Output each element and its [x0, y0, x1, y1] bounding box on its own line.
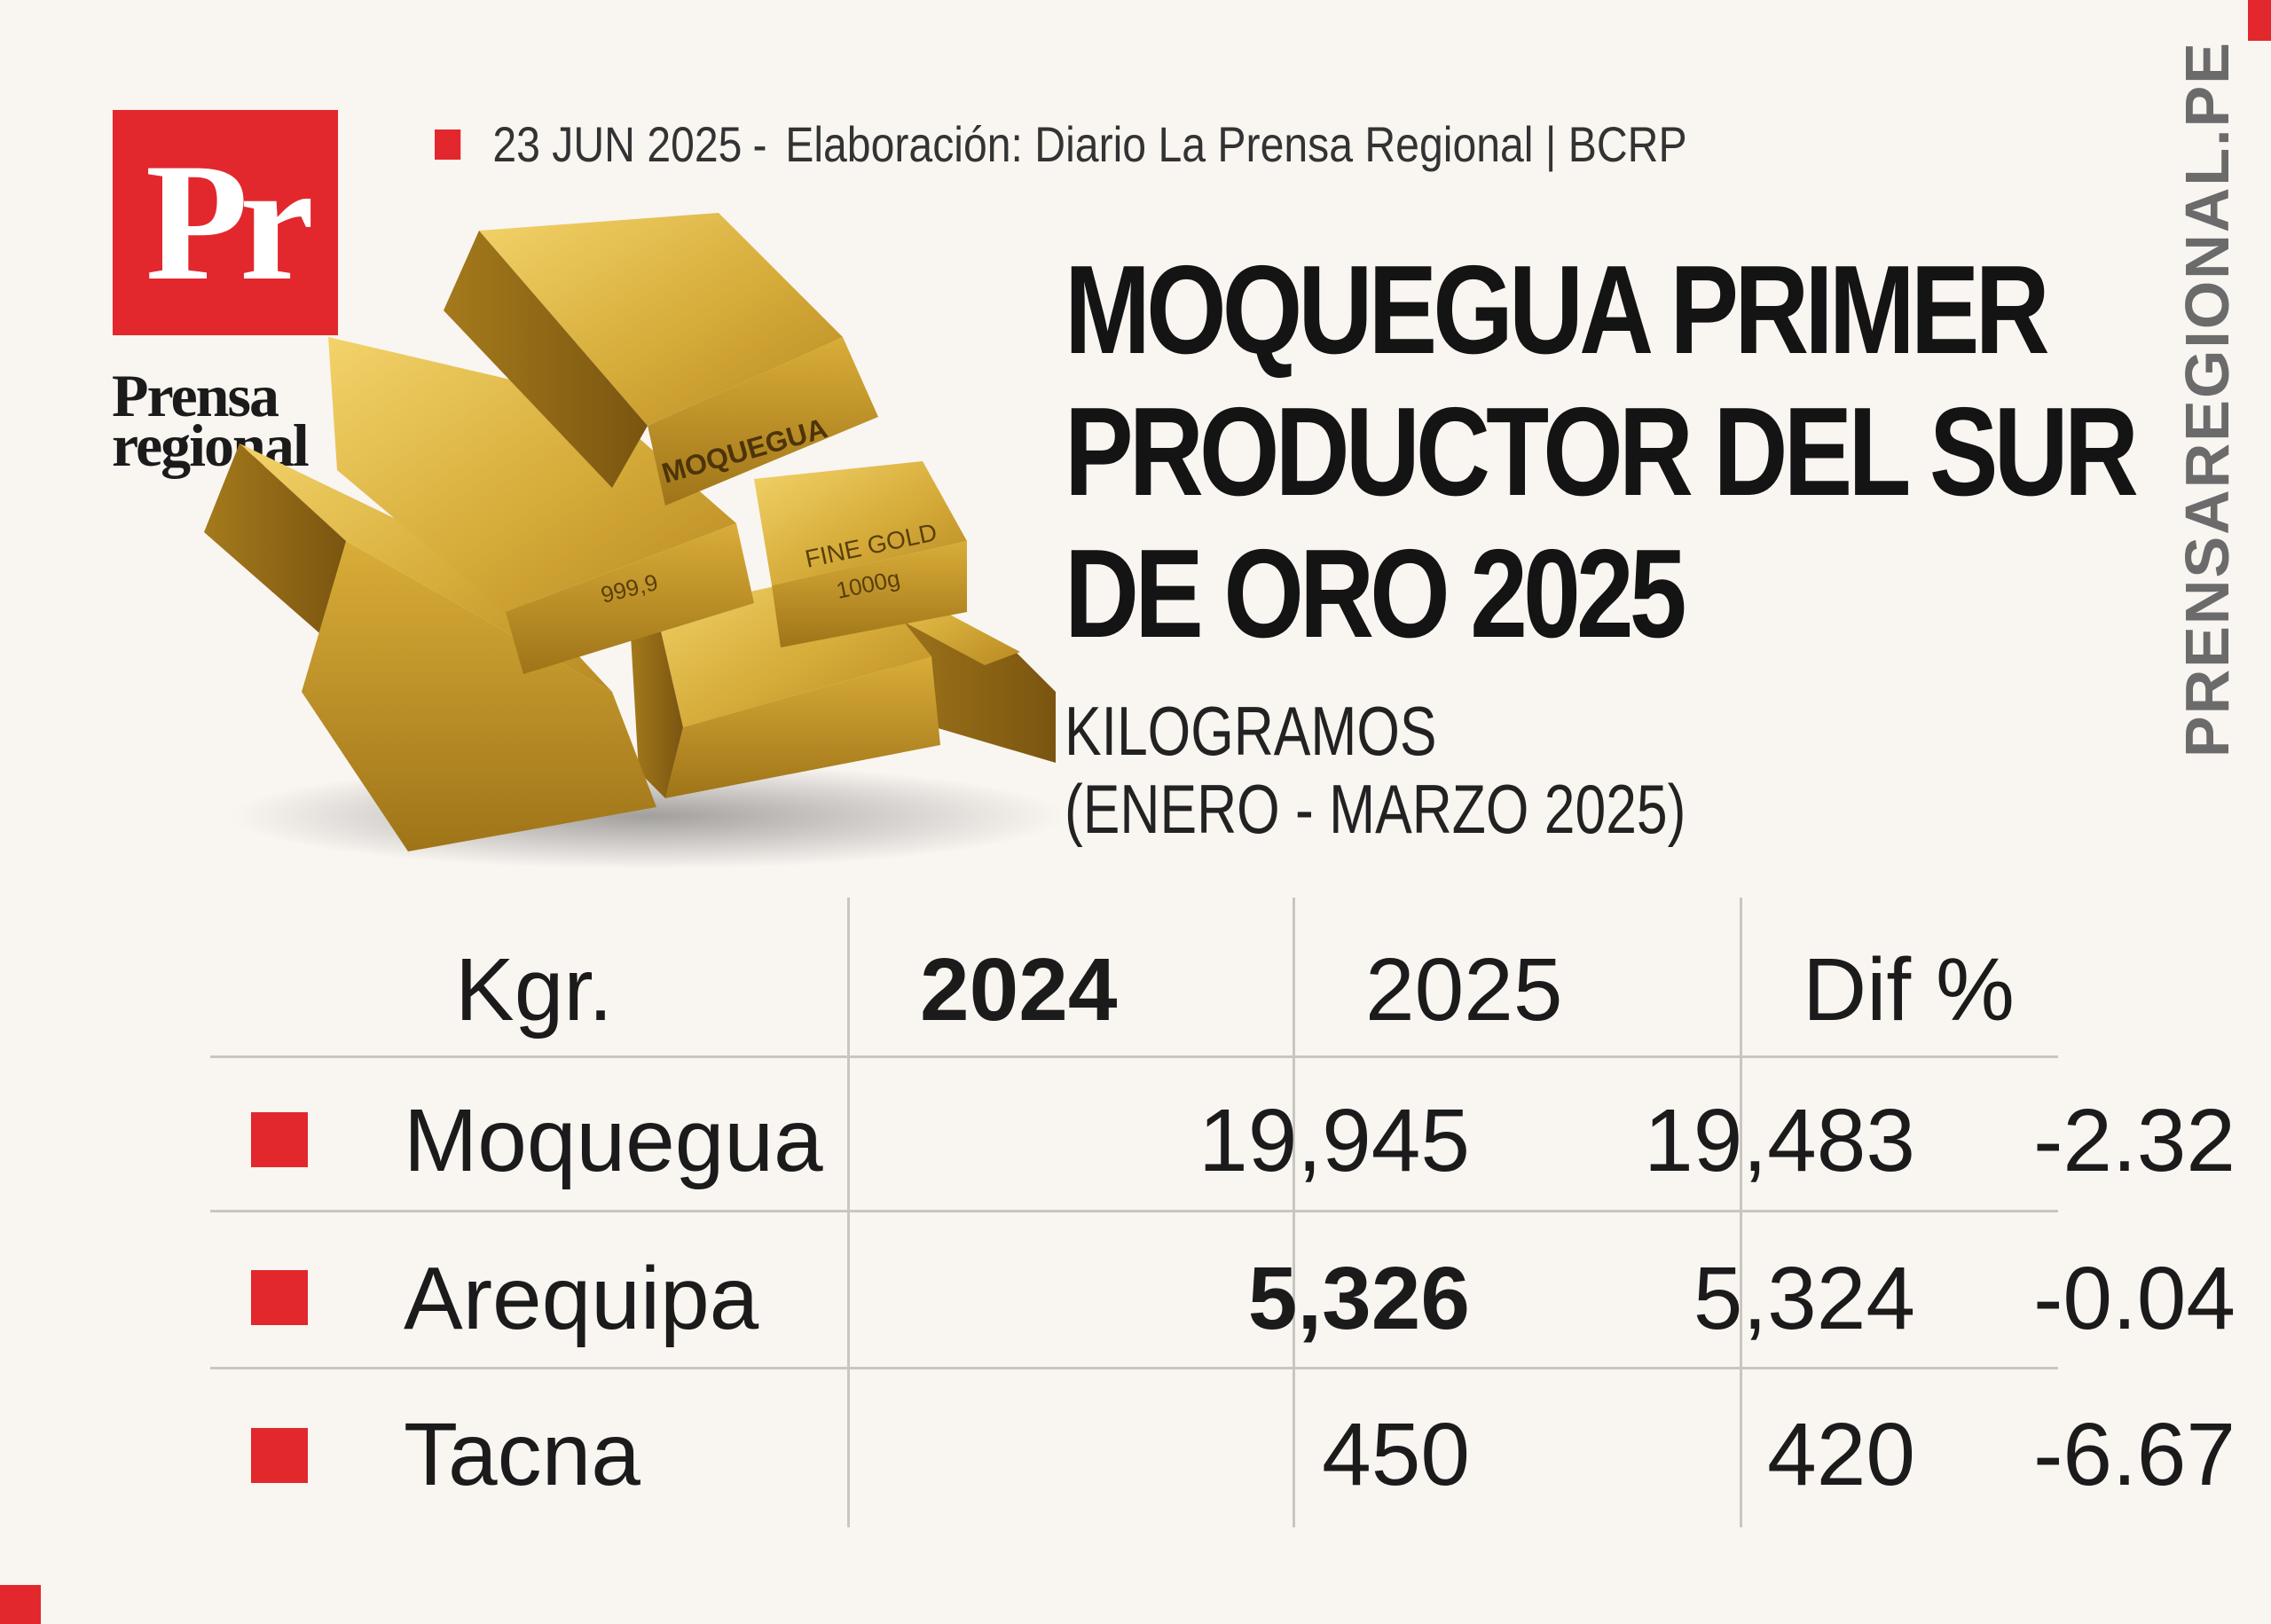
subtitle: KILOGRAMOS (ENERO - MARZO 2025) [1065, 692, 1686, 848]
cell-dif-tacna: -6.67 [2033, 1405, 2236, 1504]
header-dif: Dif % [1803, 940, 2015, 1040]
title-line2: PRODUCTOR DEL SUR [1065, 381, 2139, 522]
subtitle-line1: KILOGRAMOS [1065, 692, 1437, 770]
row-divider [210, 1055, 2058, 1058]
meta-date: 23 JUN 2025 [492, 116, 743, 172]
gold-bar-middle-right: FINE GOLD 1000g [754, 461, 967, 647]
page-title: MOQUEGUA PRIMER PRODUCTOR DEL SUR DE ORO… [1065, 239, 2139, 665]
row-divider [210, 1210, 2058, 1212]
gold-bar-middle-left: 999,9 [328, 337, 754, 674]
title-line1: MOQUEGUA PRIMER [1065, 239, 2050, 381]
cell-2025-moquegua: 19,483 [1644, 1091, 1915, 1190]
cell-2024-tacna: 450 [1322, 1405, 1470, 1504]
column-divider [1740, 898, 1742, 1527]
header-region: Kgr. [455, 940, 613, 1040]
corner-accent-bottom-left [0, 1585, 41, 1624]
header-2024: 2024 [920, 940, 1118, 1040]
cell-2024-arequipa: 5,326 [1247, 1249, 1470, 1348]
side-website[interactable]: PRENSAREGIONAL.PE [2165, 41, 2250, 757]
meta-bullet-icon [435, 129, 461, 160]
row-bullet-icon [251, 1428, 308, 1483]
cell-2024-moquegua-value: 19,945 [1198, 1091, 1470, 1190]
header-2025: 2025 [1365, 940, 1563, 1040]
gold-bar-top: MOQUEGUA [444, 213, 878, 506]
column-divider [847, 898, 850, 1527]
data-table: Kgr. 2024 2025 Dif % Moquegua 19,945 19,… [210, 898, 2236, 1527]
logo-mark: Pr [145, 129, 314, 316]
meta-separator: - [752, 116, 767, 172]
cell-dif-arequipa: -0.04 [2033, 1249, 2236, 1348]
cell-region-arequipa: Arequipa [404, 1249, 759, 1348]
title-line3: DE ORO 2025 [1065, 523, 1687, 664]
column-divider [1293, 898, 1295, 1527]
gold-bars-illustration: 999,9 FINE GOLD 1000g MOQUEGUA [204, 213, 1065, 869]
meta-source: Elaboración: Diario La Prensa Regional |… [785, 116, 1687, 172]
corner-accent-top-right [2248, 0, 2271, 41]
cell-region-moquegua: Moquegua [404, 1091, 823, 1190]
logo[interactable]: Pr [113, 110, 338, 335]
side-website-text: PRENSAREGIONAL.PE [2173, 41, 2242, 757]
row-divider [210, 1367, 2058, 1369]
cell-region-tacna: Tacna [404, 1405, 640, 1504]
subtitle-line2: (ENERO - MARZO 2025) [1065, 770, 1686, 848]
cell-2025-arequipa: 5,324 [1693, 1249, 1915, 1348]
meta-line: 23 JUN 2025 - Elaboración: Diario La Pre… [435, 115, 1687, 173]
cell-dif-moquegua: -2.32 [2033, 1091, 2236, 1190]
row-bullet-icon [251, 1112, 308, 1167]
logo-word-line1: Prensa [112, 362, 279, 429]
row-bullet-icon [251, 1270, 308, 1325]
cell-2025-tacna: 420 [1767, 1405, 1915, 1504]
